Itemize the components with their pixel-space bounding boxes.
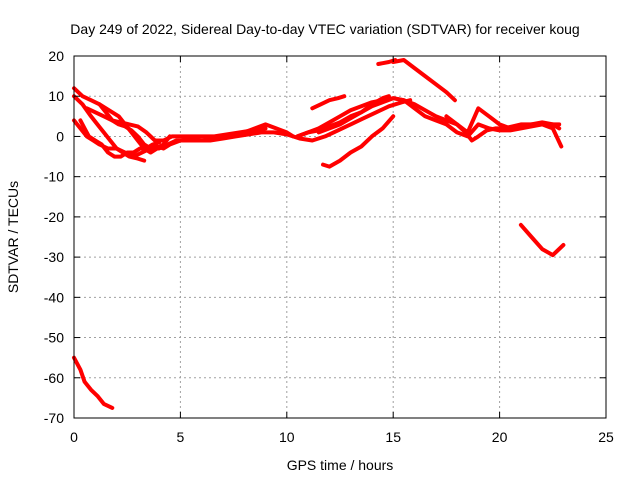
x-tick-label: 20	[492, 429, 508, 445]
plot-frame	[73, 55, 607, 419]
y-tick-label: -20	[44, 209, 64, 225]
series-line-sat-l	[391, 58, 457, 103]
y-tick-label: -30	[44, 249, 64, 265]
y-tick-label: -10	[44, 169, 64, 185]
chart-title: Day 249 of 2022, Sidereal Day-to-day VTE…	[70, 21, 579, 37]
y-tick-label: -70	[44, 410, 64, 426]
x-tick-label: 15	[385, 429, 401, 445]
series-line-sat-k	[321, 114, 396, 169]
y-tick-label: 10	[48, 88, 64, 104]
series-line-sat-c	[72, 98, 413, 159]
x-axis-label: GPS time / hours	[287, 457, 394, 473]
grid-layer	[74, 56, 606, 418]
y-tick-label: -60	[44, 370, 64, 386]
x-tick-label: 25	[598, 429, 614, 445]
series-line-sat-p	[72, 355, 115, 410]
x-tick-label: 10	[279, 429, 295, 445]
series-line-sat-o	[518, 222, 566, 258]
y-tick-label: 0	[56, 128, 64, 144]
series-line-sat-f	[97, 102, 172, 155]
y-axis-label: SDTVAR / TECUs	[5, 181, 21, 293]
series-line-sat-e	[84, 106, 268, 143]
series-line-sat-n	[444, 106, 562, 135]
y-tick-label: 20	[48, 48, 64, 64]
x-tick-label: 5	[177, 429, 185, 445]
series-layer	[72, 58, 566, 410]
y-tick-label: -50	[44, 330, 64, 346]
tick-layer: 0 5 10 15 20 25 -70 -60 -50 -40 -30 -20 -10 0 10 20	[44, 48, 614, 445]
y-tick-label: -40	[44, 289, 64, 305]
x-tick-label: 0	[70, 429, 78, 445]
series-line-sat-i	[295, 94, 391, 139]
series-line-sat-j	[310, 94, 347, 111]
